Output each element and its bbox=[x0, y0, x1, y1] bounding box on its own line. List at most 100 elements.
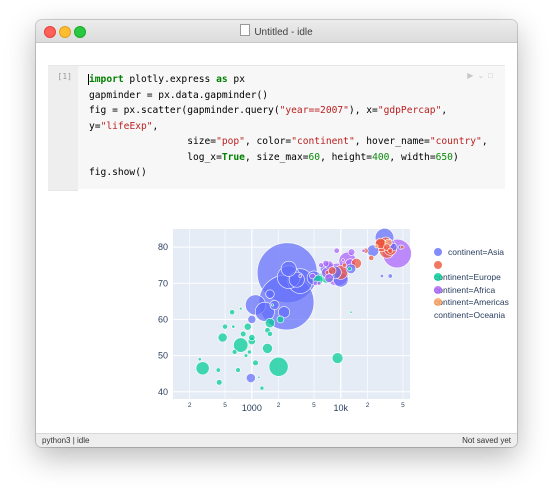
legend-label: continent=Oceania bbox=[434, 309, 506, 320]
prompt-gutter: [1] bbox=[48, 66, 78, 190]
code-token: , bbox=[441, 105, 448, 116]
execution-count: [1] bbox=[57, 72, 72, 81]
x-tick-label: 10k bbox=[334, 403, 349, 413]
data-point[interactable] bbox=[361, 248, 366, 253]
legend-item[interactable]: continent=Africa bbox=[434, 271, 509, 295]
data-point[interactable] bbox=[268, 356, 289, 377]
close-window-button[interactable] bbox=[44, 26, 56, 38]
data-point[interactable] bbox=[374, 244, 379, 249]
code-token: px bbox=[227, 74, 245, 85]
code-token: "year==2007" bbox=[279, 105, 349, 116]
legend-marker bbox=[434, 285, 442, 294]
data-point[interactable] bbox=[267, 330, 273, 337]
data-point[interactable] bbox=[316, 280, 322, 286]
legend-label: continent=Asia bbox=[448, 247, 504, 257]
data-point[interactable] bbox=[231, 349, 238, 355]
data-point[interactable] bbox=[276, 315, 285, 324]
code-token: as bbox=[216, 74, 228, 85]
chart-legend[interactable]: continent=Asia continent=Europe continent=… bbox=[434, 246, 509, 320]
data-point[interactable] bbox=[298, 274, 302, 278]
code-token: 650 bbox=[435, 151, 453, 163]
code-token: ) bbox=[452, 151, 459, 163]
data-point[interactable] bbox=[400, 244, 405, 250]
code-text[interactable]: import plotly.express as px gapminder = … bbox=[88, 72, 488, 181]
data-point[interactable] bbox=[387, 273, 393, 279]
x-tick-label: 1000 bbox=[242, 403, 262, 413]
code-token: "lifeExp" bbox=[100, 120, 153, 132]
data-point[interactable] bbox=[243, 353, 249, 358]
data-point[interactable] bbox=[264, 317, 276, 329]
code-cell[interactable]: [1] import plotly.express as px gapminde… bbox=[48, 65, 505, 191]
data-point[interactable] bbox=[222, 323, 228, 330]
data-point[interactable] bbox=[254, 301, 275, 322]
data-point[interactable] bbox=[197, 357, 202, 362]
data-point[interactable] bbox=[238, 306, 243, 311]
code-token: , hover_name= bbox=[354, 136, 430, 147]
scatter-chart[interactable]: 40 50 60 70 80 2 5 1000 2 5 10k 2 5 bbox=[78, 189, 505, 429]
y-tick-label: 70 bbox=[158, 278, 168, 288]
y-tick-label: 40 bbox=[158, 387, 168, 397]
data-point[interactable] bbox=[269, 300, 280, 310]
zoom-window-button[interactable] bbox=[74, 26, 86, 38]
data-point[interactable] bbox=[347, 248, 356, 256]
data-point[interactable] bbox=[247, 349, 252, 355]
data-point[interactable] bbox=[259, 385, 265, 391]
legend-item[interactable]: continent=Asia bbox=[434, 246, 509, 259]
move-down-icon[interactable]: ⌄ bbox=[477, 71, 489, 80]
legend-item[interactable]: continent=Americas bbox=[434, 284, 509, 307]
code-editor[interactable]: import plotly.express as px gapminder = … bbox=[78, 66, 505, 190]
notebook-area: [1] import plotly.express as px gapminde… bbox=[36, 43, 517, 433]
code-token: import bbox=[88, 74, 124, 85]
code-token: gapminder = px.data.gapminder() bbox=[89, 89, 269, 101]
legend-marker bbox=[434, 260, 442, 269]
data-point[interactable] bbox=[270, 303, 274, 307]
data-point[interactable] bbox=[217, 332, 228, 343]
data-point[interactable] bbox=[233, 337, 249, 353]
title-bar: Untitled - idle bbox=[36, 20, 517, 43]
document-icon bbox=[240, 24, 251, 36]
data-point[interactable] bbox=[216, 379, 223, 386]
data-point[interactable] bbox=[368, 255, 375, 261]
data-point[interactable] bbox=[341, 258, 345, 262]
data-point[interactable] bbox=[349, 310, 353, 314]
data-point[interactable] bbox=[278, 306, 290, 319]
data-point[interactable] bbox=[324, 270, 330, 275]
legend-item[interactable]: continent=Oceania bbox=[434, 296, 509, 320]
data-point[interactable] bbox=[243, 322, 252, 331]
data-point[interactable] bbox=[333, 247, 340, 254]
y-tick-label: 80 bbox=[158, 242, 168, 252]
data-point[interactable] bbox=[379, 274, 384, 278]
data-point[interactable] bbox=[347, 266, 353, 272]
data-point[interactable] bbox=[257, 375, 261, 379]
code-token: ), x= bbox=[348, 105, 378, 116]
data-point[interactable] bbox=[195, 361, 210, 376]
data-point[interactable] bbox=[248, 334, 256, 342]
code-token: , bbox=[481, 136, 488, 147]
legend-item[interactable]: continent=Europe bbox=[434, 259, 509, 282]
data-point[interactable] bbox=[229, 309, 235, 316]
data-point[interactable] bbox=[245, 373, 256, 383]
data-point[interactable] bbox=[247, 315, 257, 324]
minimize-window-button[interactable] bbox=[59, 26, 71, 38]
data-point[interactable] bbox=[240, 330, 247, 338]
data-point[interactable] bbox=[324, 273, 334, 283]
data-point[interactable] bbox=[231, 324, 236, 329]
data-point[interactable] bbox=[331, 352, 344, 364]
run-cell-icon[interactable]: ▶ bbox=[467, 71, 478, 80]
code-token: log_x= bbox=[89, 151, 222, 163]
data-point[interactable] bbox=[280, 260, 297, 277]
data-point[interactable] bbox=[252, 359, 259, 366]
code-token: "continent" bbox=[291, 136, 355, 147]
delete-cell-icon[interactable]: □ bbox=[488, 71, 497, 80]
x-tick-label: 5 bbox=[401, 402, 405, 409]
data-point[interactable] bbox=[318, 262, 324, 268]
data-point[interactable] bbox=[262, 342, 273, 354]
data-point[interactable] bbox=[387, 247, 394, 254]
y-tick-label: 60 bbox=[158, 314, 168, 324]
data-point[interactable] bbox=[235, 367, 241, 373]
data-point[interactable] bbox=[309, 272, 316, 280]
data-point[interactable] bbox=[341, 262, 347, 268]
data-point[interactable] bbox=[265, 289, 275, 299]
data-point[interactable] bbox=[327, 266, 337, 275]
data-point[interactable] bbox=[215, 367, 221, 373]
